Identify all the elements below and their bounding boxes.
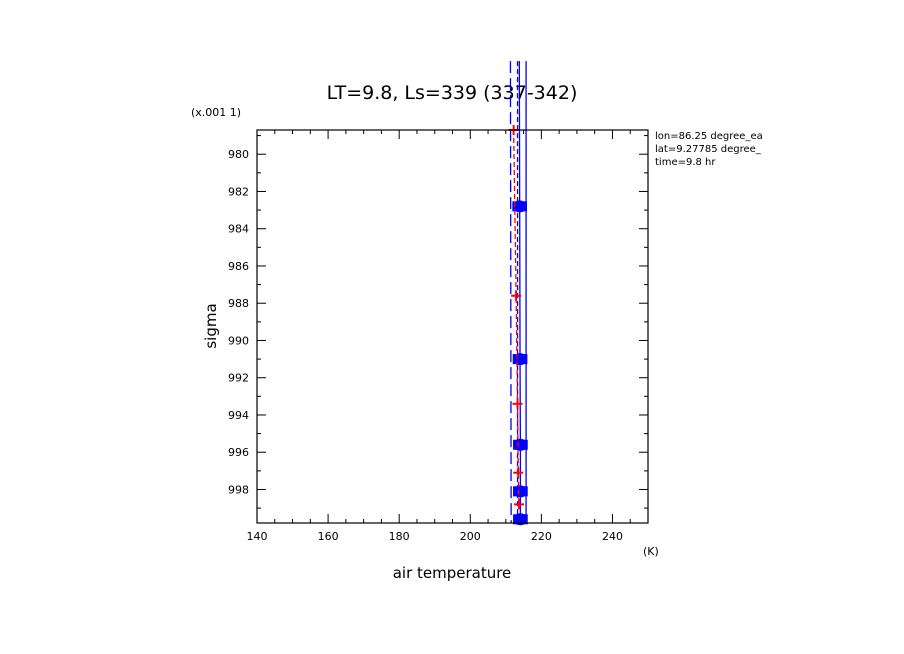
y-tick-label: 986 (228, 260, 249, 273)
x-axis-label: air temperature (393, 564, 512, 582)
x-tick-label: 180 (389, 530, 410, 543)
data-point (513, 353, 528, 366)
x-tick-label: 200 (460, 530, 481, 543)
y-tick-label: 990 (228, 334, 249, 347)
x-axis-unit: (K) (643, 545, 659, 558)
data-point (513, 438, 528, 451)
series-group (508, 61, 528, 526)
y-tick-label: 982 (228, 185, 249, 198)
info-line-lon: lon=86.25 degree_ea (655, 131, 763, 142)
y-tick-label: 980 (228, 148, 249, 161)
info-line-lat: lat=9.27785 degree_ (655, 144, 762, 155)
y-axis-label: sigma (202, 303, 220, 348)
info-line-time: time=9.8 hr (655, 157, 716, 168)
x-tick-label: 220 (531, 530, 552, 543)
y-scale-note: (x.001 1) (191, 106, 241, 119)
data-point (513, 485, 528, 498)
y-tick-label: 984 (228, 223, 249, 236)
plot-frame (256, 129, 649, 524)
axis-ticks: 140 160 180 200 220 240 980 982 984 986 988 990 992 9… (228, 130, 649, 543)
y-tick-label: 988 (228, 297, 249, 310)
data-point (512, 200, 527, 213)
y-tick-label: 994 (228, 409, 249, 422)
series-line-3 (509, 61, 512, 524)
data-point (513, 513, 528, 526)
y-tick-label: 996 (228, 446, 249, 459)
x-tick-label: 140 (247, 530, 268, 543)
chart-title: LT=9.8, Ls=339 (337-342) (327, 82, 578, 104)
x-tick-label: 240 (602, 530, 623, 543)
y-tick-label: 998 (228, 483, 249, 496)
x-tick-label: 160 (318, 530, 339, 543)
y-tick-label: 992 (228, 372, 249, 385)
